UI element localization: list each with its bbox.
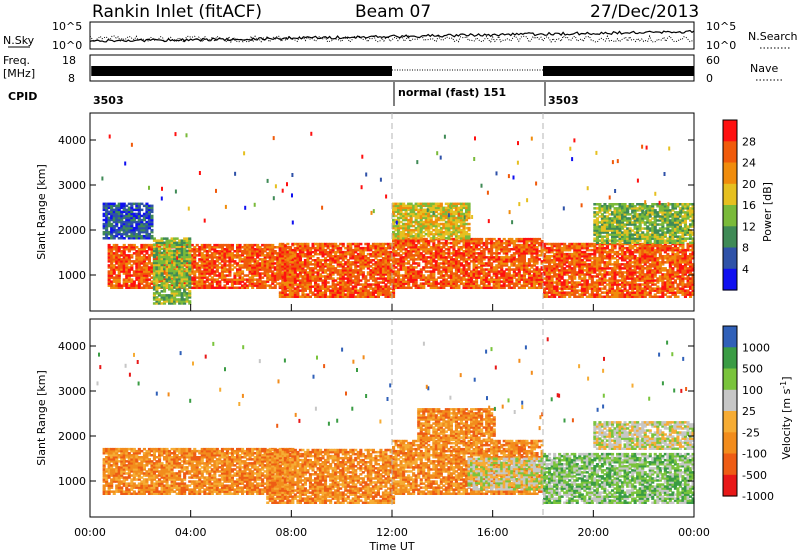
heatmap-cell [241, 270, 244, 273]
heatmap-cell [327, 281, 330, 284]
heatmap-cell [342, 243, 345, 246]
power-heatmap-cells [101, 132, 694, 305]
noise-left-tick-bottom: 10^0 [52, 39, 82, 52]
freq-left-tick-bottom: 8 [68, 72, 75, 85]
heatmap-cell [188, 300, 191, 303]
heatmap-cell [417, 262, 420, 265]
heatmap-cell [468, 203, 471, 206]
heatmap-cell [286, 243, 289, 246]
heatmap-cell [188, 237, 191, 240]
beam-label: Beam 07 [355, 2, 431, 22]
heatmap-cell [306, 243, 309, 246]
heatmap-cell [468, 227, 471, 230]
heatmap-cell [468, 223, 471, 226]
heatmap-cell [480, 238, 483, 241]
freq-label: Freq. [3, 54, 30, 67]
noise-traces [90, 31, 694, 43]
cpid-segment-2: normal (fast) 151 [398, 86, 506, 99]
freq-right-tick-bottom: 0 [706, 72, 713, 85]
heatmap-cell [362, 271, 365, 274]
noise-search-label: N.Search [748, 30, 798, 43]
noise-sky-label: N.Sky [3, 34, 35, 47]
heatmap-cell [468, 233, 471, 236]
freq-right-tick-top: 60 [706, 54, 720, 67]
cpid-label: CPID [8, 90, 37, 103]
freq-unit-label: [MHz] [3, 67, 35, 80]
noise-panel: N.Sky 10^5 10^0 10^5 10^0 N.Search [3, 20, 798, 52]
heatmap-cell [188, 252, 191, 255]
cpid-panel: CPID 3503 normal (fast) 151 3503 [8, 82, 579, 107]
date-label: 27/Dec/2013 [590, 2, 699, 22]
freq-trace-block [543, 66, 694, 76]
cpid-segment-3: 3503 [548, 94, 579, 107]
cpid-segment-1: 3503 [93, 94, 124, 107]
noise-search-trace [90, 36, 694, 42]
nave-label: Nave [750, 62, 778, 75]
freq-left-tick-top: 18 [62, 54, 76, 67]
heatmap-cell [188, 276, 191, 279]
heatmap-cell [359, 243, 362, 246]
heatmap-cell [440, 203, 443, 206]
noise-right-tick-top: 10^5 [706, 20, 736, 33]
noise-left-tick-top: 10^5 [52, 20, 82, 33]
freq-panel: Freq. [MHz] 18 8 60 0 Nave [3, 54, 784, 85]
freq-traces [91, 66, 694, 76]
heatmap-cell [231, 244, 234, 247]
heatmap-cell [541, 240, 544, 243]
station-title: Rankin Inlet (fitACF) [92, 2, 262, 22]
noise-right-tick-bottom: 10^0 [706, 39, 736, 52]
heatmap-cell [188, 290, 191, 293]
freq-trace-block [91, 66, 392, 76]
